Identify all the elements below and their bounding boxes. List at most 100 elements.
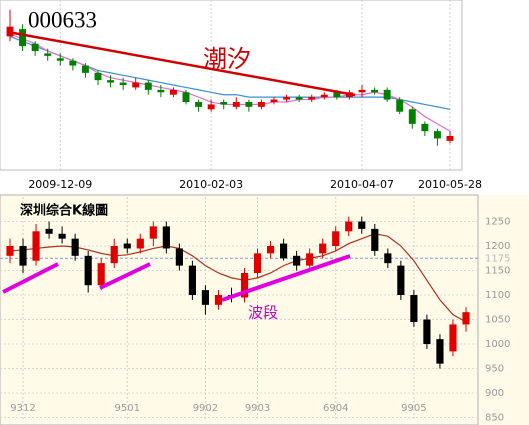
candle-body: [81, 65, 89, 73]
candle-body: [308, 97, 316, 100]
wave-line: [2, 262, 59, 294]
x-tick-label: 2010-04-07: [330, 178, 394, 191]
candle-body: [220, 102, 228, 105]
candle-body: [421, 123, 429, 132]
x-tick-label: 9903: [245, 403, 270, 414]
candle-body: [436, 339, 444, 364]
candle-body: [397, 265, 405, 296]
y-tick-label: 1200: [485, 241, 510, 252]
candle-body: [449, 324, 457, 352]
candle-body: [94, 72, 102, 81]
x-tick-label: 9902: [193, 403, 218, 414]
candle-body: [175, 248, 183, 266]
candle-body: [384, 253, 392, 264]
candle-body: [97, 263, 105, 286]
reference-label: 1175: [485, 253, 510, 264]
candle-body: [253, 253, 262, 273]
chart-title: 深圳综合K線圖: [20, 203, 108, 219]
annotation: 潮汐: [203, 45, 251, 73]
candle-body: [320, 94, 328, 98]
candle-body: [162, 226, 170, 249]
wave-lines: [2, 254, 351, 302]
x-tick-label: 2010-05-28: [418, 178, 482, 191]
candle-body: [19, 246, 27, 266]
candle-body: [44, 53, 52, 56]
candle-body: [462, 312, 470, 325]
x-tick-label: 9501: [115, 403, 140, 414]
candle-body: [446, 136, 454, 141]
bottom-panel: [0, 195, 529, 425]
candle-body: [232, 102, 240, 107]
candle-body: [283, 97, 291, 100]
candle-body: [214, 295, 223, 305]
candle-body: [58, 233, 66, 239]
chart-title: 000633: [28, 7, 97, 32]
trend-line: [7, 30, 356, 97]
y-tick-label: 1050: [485, 315, 510, 326]
bottom-plot-frame: [0, 194, 479, 425]
x-tick-label: 2009-12-09: [28, 178, 92, 191]
candle-body: [293, 255, 301, 266]
candle-body: [110, 246, 118, 264]
candle-body: [71, 238, 79, 256]
candle-body: [84, 255, 92, 286]
x-tick-label: 2010-02-03: [179, 178, 243, 191]
candle-body: [266, 246, 275, 254]
candle-body: [306, 253, 314, 266]
x-tick-label: 9905: [401, 403, 426, 414]
candle-body: [245, 102, 253, 107]
candle-body: [358, 221, 366, 229]
candle-body: [19, 29, 27, 47]
x-tick-label: 6904: [323, 403, 348, 414]
candle-body: [207, 104, 215, 110]
moving-average: [9, 233, 467, 323]
candle-body: [132, 82, 140, 88]
candle-body: [149, 226, 157, 239]
candle-body: [144, 82, 152, 90]
candle-body: [201, 290, 210, 305]
candle-body: [371, 228, 379, 251]
candle-body: [136, 238, 144, 249]
y-tick-label: 1100: [485, 290, 510, 301]
top-panel: [0, 0, 463, 171]
wave-line: [99, 262, 151, 290]
candle-body: [371, 89, 379, 93]
candle-body: [295, 97, 303, 100]
wave-line: [221, 254, 351, 302]
moving-average: [9, 33, 451, 132]
y-tick-label: 1250: [485, 217, 510, 228]
candle-body: [333, 92, 341, 98]
candle-body: [123, 243, 131, 249]
candle-body: [408, 109, 416, 124]
y-tick-label: 950: [485, 364, 504, 375]
x-tick-label: 9312: [10, 403, 35, 414]
y-tick-label: 850: [485, 413, 504, 424]
y-tick-label: 900: [485, 388, 504, 399]
candle-body: [45, 228, 53, 234]
candle-body: [358, 89, 366, 93]
candle-body: [31, 43, 39, 51]
annotation: 波段: [248, 304, 278, 322]
candle-body: [107, 80, 115, 83]
candle-body: [319, 243, 327, 254]
candle-body: [195, 102, 203, 107]
y-tick-label: 1150: [485, 266, 510, 277]
candle-body: [32, 231, 40, 261]
candle-body: [396, 99, 404, 112]
candle-body: [169, 89, 177, 95]
candle-body: [383, 89, 391, 100]
candle-body: [433, 131, 441, 139]
candle-body: [410, 295, 418, 322]
candle-body: [6, 246, 14, 256]
candle-body: [257, 102, 265, 107]
y-tick-label: 1000: [485, 339, 510, 350]
candle-body: [182, 92, 190, 102]
candle-body: [270, 99, 278, 102]
candle-body: [69, 60, 77, 66]
candle-body: [119, 82, 127, 85]
candle-body: [56, 58, 64, 61]
candle-body: [240, 272, 249, 298]
candle-body: [423, 319, 431, 345]
candle-body: [280, 243, 288, 259]
